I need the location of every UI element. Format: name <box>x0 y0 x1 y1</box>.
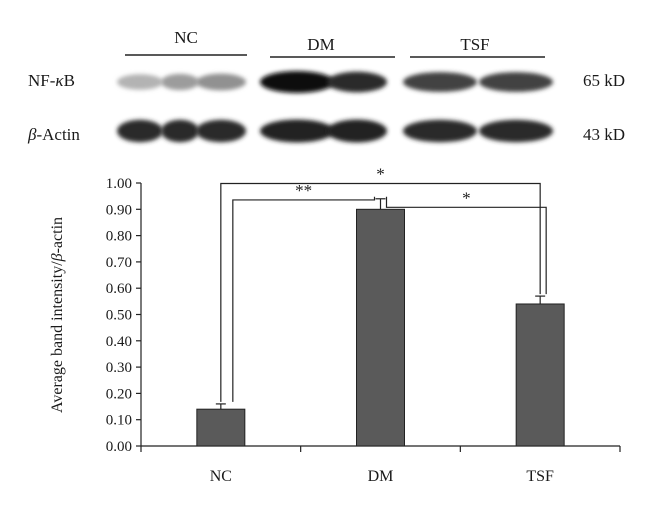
bars <box>196 198 565 447</box>
actin-band <box>403 119 477 143</box>
y-axis: 0.00 0.10 0.20 0.30 0.40 0.50 0.60 0.70 0.80 0.90… <box>106 176 142 455</box>
y-tick-label: 0.30 <box>106 360 132 376</box>
nfkb-band <box>403 72 477 92</box>
actin-band <box>260 119 334 143</box>
y-tick-label: 0.00 <box>106 439 132 455</box>
actin-band <box>117 119 163 143</box>
x-tick-label: DM <box>368 468 394 485</box>
blot-row-label-nfkb: NF-κB <box>28 71 75 90</box>
significance-brackets: ** ** <box>220 165 547 402</box>
significance-label: * <box>376 165 385 184</box>
blot-bands-nfkb <box>117 71 553 93</box>
actin-band <box>196 119 246 143</box>
y-tick-label: 0.80 <box>106 229 132 245</box>
blot-group-label-tsf: TSF <box>460 35 489 54</box>
y-tick-label: 0.20 <box>106 386 132 402</box>
western-blot-panel: NC DM TSF NF-κB β-Actin 65 kD 43 kD <box>27 28 625 144</box>
nfkb-band <box>196 73 246 91</box>
blot-group-label-dm: DM <box>307 35 334 54</box>
bar <box>515 303 565 447</box>
y-tick-label: 0.60 <box>106 281 132 297</box>
y-tick-label: 0.90 <box>106 202 132 218</box>
actin-band <box>161 119 199 143</box>
x-tick-label: TSF <box>526 468 554 485</box>
y-tick-label: 0.40 <box>106 334 132 350</box>
nfkb-band <box>117 74 163 90</box>
blot-bands-actin <box>117 119 553 143</box>
x-axis: NC DM TSF <box>140 445 621 485</box>
bar <box>196 408 246 447</box>
y-tick-label: 1.00 <box>106 176 132 192</box>
blot-size-label-nfkb: 65 kD <box>583 71 625 90</box>
y-tick-label: 0.50 <box>106 308 132 324</box>
actin-band <box>327 119 387 143</box>
y-tick-label: 0.10 <box>106 413 132 429</box>
y-axis-label: Average band intensity/β-actin <box>49 217 66 413</box>
y-tick-label: 0.70 <box>106 255 132 271</box>
significance-label: ** <box>295 181 312 200</box>
nfkb-band <box>161 73 199 91</box>
blot-group-label-nc: NC <box>174 28 198 47</box>
significance-bracket <box>220 182 541 402</box>
blot-size-label-actin: 43 kD <box>583 125 625 144</box>
bar <box>356 208 405 447</box>
significance-bracket <box>232 196 376 402</box>
bar-chart: 0.00 0.10 0.20 0.30 0.40 0.50 0.60 0.70 0.80 0.90… <box>49 165 621 485</box>
actin-band <box>479 119 553 143</box>
x-tick-label: NC <box>210 468 232 485</box>
significance-label: * <box>462 188 471 207</box>
significance-bracket <box>385 196 547 295</box>
nfkb-band <box>479 72 553 92</box>
blot-row-label-actin: β-Actin <box>27 125 80 144</box>
nfkb-band <box>260 71 334 93</box>
nfkb-band <box>327 71 387 93</box>
